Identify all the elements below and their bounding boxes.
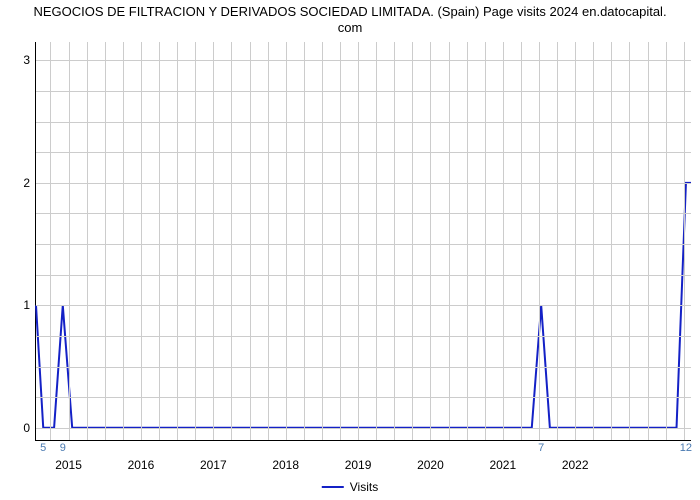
y-tick-label: 3 [23, 53, 30, 67]
grid-minor-v [611, 42, 612, 440]
data-value-label: 7 [538, 442, 544, 454]
x-tick-label: 2015 [55, 458, 82, 472]
grid-minor-v [539, 42, 540, 440]
grid-minor-v [195, 42, 196, 440]
grid-minor-v [394, 42, 395, 440]
x-tick-label: 2021 [489, 458, 516, 472]
grid-minor-v [304, 42, 305, 440]
grid-major-v [358, 42, 359, 440]
x-tick-label: 2017 [200, 458, 227, 472]
data-value-label: 5 [40, 442, 46, 454]
chart-title-line1: NEGOCIOS DE FILTRACION Y DERIVADOS SOCIE… [33, 4, 666, 19]
plot-area: 0123201520162017201820192020202120225971… [35, 42, 691, 441]
grid-minor-v [557, 42, 558, 440]
data-value-label: 12 [680, 442, 692, 454]
grid-minor-v [50, 42, 51, 440]
x-tick-label: 2020 [417, 458, 444, 472]
grid-minor-v [412, 42, 413, 440]
grid-minor-v [376, 42, 377, 440]
grid-minor-v [521, 42, 522, 440]
x-tick-label: 2016 [128, 458, 155, 472]
y-tick-label: 1 [23, 298, 30, 312]
x-tick-label: 2022 [562, 458, 589, 472]
grid-minor-v [684, 42, 685, 440]
chart-title: NEGOCIOS DE FILTRACION Y DERIVADOS SOCIE… [0, 4, 700, 37]
grid-major-v [286, 42, 287, 440]
grid-major-v [213, 42, 214, 440]
grid-minor-v [231, 42, 232, 440]
data-value-label: 9 [60, 442, 66, 454]
grid-minor-v [629, 42, 630, 440]
grid-minor-v [593, 42, 594, 440]
grid-minor-v [322, 42, 323, 440]
legend: Visits [322, 480, 378, 494]
y-tick-label: 0 [23, 421, 30, 435]
x-tick-label: 2019 [345, 458, 372, 472]
y-tick-label: 2 [23, 176, 30, 190]
grid-minor-v [449, 42, 450, 440]
grid-minor-v [467, 42, 468, 440]
x-tick-label: 2018 [272, 458, 299, 472]
grid-minor-v [250, 42, 251, 440]
grid-minor-v [268, 42, 269, 440]
grid-major-v [430, 42, 431, 440]
grid-major-v [141, 42, 142, 440]
grid-major-v [575, 42, 576, 440]
grid-major-v [69, 42, 70, 440]
grid-minor-v [177, 42, 178, 440]
legend-label: Visits [350, 480, 378, 494]
chart-container: { "chart": { "type": "line", "title_line… [0, 0, 700, 500]
grid-minor-v [648, 42, 649, 440]
legend-swatch [322, 486, 344, 488]
grid-minor-v [123, 42, 124, 440]
grid-minor-v [105, 42, 106, 440]
grid-minor-v [159, 42, 160, 440]
grid-minor-v [340, 42, 341, 440]
grid-minor-v [485, 42, 486, 440]
chart-title-line2: com [338, 20, 363, 35]
grid-minor-v [87, 42, 88, 440]
grid-major-v [503, 42, 504, 440]
grid-minor-v [666, 42, 667, 440]
